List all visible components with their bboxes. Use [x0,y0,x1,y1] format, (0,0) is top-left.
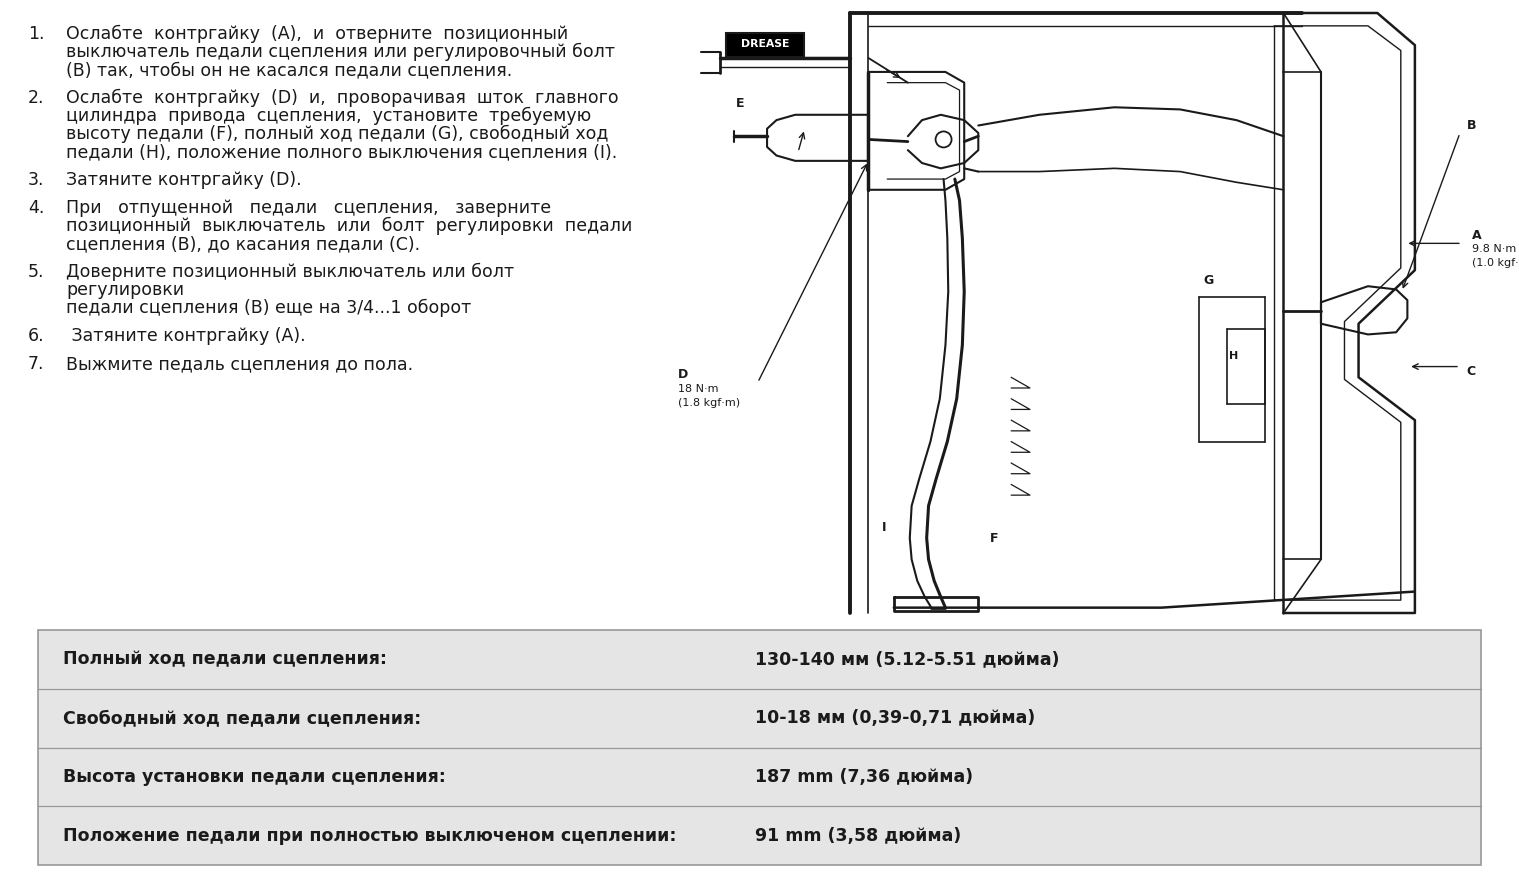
Text: (1.0 kgf·m): (1.0 kgf·m) [1472,259,1519,268]
FancyBboxPatch shape [726,34,804,57]
Text: Затяните контргайку (А).: Затяните контргайку (А). [65,327,305,345]
Text: цилиндра  привода  сцепления,  установите  требуемую: цилиндра привода сцепления, установите т… [65,107,591,125]
Text: высоту педали (F), полный ход педали (G), свободный ход: высоту педали (F), полный ход педали (G)… [65,125,609,143]
Text: 4.: 4. [27,199,44,217]
Text: позиционный  выключатель  или  болт  регулировки  педали: позиционный выключатель или болт регулир… [65,217,632,235]
Text: 2.: 2. [27,89,44,107]
Text: регулировки: регулировки [65,281,184,299]
Text: Затяните контргайку (D).: Затяните контргайку (D). [65,171,302,189]
Text: 187 mm (7,36 дюйма): 187 mm (7,36 дюйма) [755,768,974,786]
Text: I: I [881,521,886,534]
Text: педали сцепления (В) еще на 3/4...1 оборот: педали сцепления (В) еще на 3/4...1 обор… [65,299,471,317]
Text: 9.8 N·m: 9.8 N·m [1472,245,1516,254]
Text: Высота установки педали сцепления:: Высота установки педали сцепления: [62,768,447,786]
Text: 6.: 6. [27,327,44,345]
Text: B: B [1467,119,1476,132]
Text: E: E [735,97,744,110]
Text: 3.: 3. [27,171,44,189]
Text: 7.: 7. [27,355,44,373]
Text: Ослабте  контргайку  (D)  и,  проворачивая  шток  главного: Ослабте контргайку (D) и, проворачивая ш… [65,89,618,107]
Text: Свободный ход педали сцепления:: Свободный ход педали сцепления: [62,709,421,727]
Text: 10-18 мм (0,39-0,71 дюйма): 10-18 мм (0,39-0,71 дюйма) [755,709,1036,727]
Text: (1.8 kgf·m): (1.8 kgf·m) [677,397,740,408]
Text: C: C [1467,366,1476,379]
Text: Доверните позиционный выключатель или болт: Доверните позиционный выключатель или бо… [65,263,513,281]
Text: 130-140 мм (5.12-5.51 дюйма): 130-140 мм (5.12-5.51 дюйма) [755,651,1059,668]
Text: 5.: 5. [27,263,44,281]
Text: 18 N·m: 18 N·m [677,383,718,394]
Text: сцепления (В), до касания педали (С).: сцепления (В), до касания педали (С). [65,235,421,253]
Text: 91 mm (3,58 дюйма): 91 mm (3,58 дюйма) [755,826,962,845]
Text: DREASE: DREASE [741,39,790,49]
Text: (В) так, чтобы он не касался педали сцепления.: (В) так, чтобы он не касался педали сцеп… [65,61,512,79]
Bar [38,630,1481,865]
Text: F: F [990,532,998,545]
Text: Полный ход педали сцепления:: Полный ход педали сцепления: [62,651,387,668]
Text: H: H [1229,351,1238,361]
Bar [38,630,1481,865]
Text: Положение педали при полностью выключеном сцеплении:: Положение педали при полностью выключено… [62,826,676,845]
Text: Ослабте  контргайку  (А),  и  отверните  позиционный: Ослабте контргайку (А), и отверните пози… [65,25,568,43]
Text: При   отпущенной   педали   сцепления,   заверните: При отпущенной педали сцепления, заверни… [65,199,551,217]
Text: Выжмите педаль сцепления до пола.: Выжмите педаль сцепления до пола. [65,355,413,373]
Text: G: G [1203,274,1214,287]
Text: педали (Н), положение полного выключения сцепления (I).: педали (Н), положение полного выключения… [65,143,617,161]
Text: A: A [1472,229,1483,242]
Text: выключатель педали сцепления или регулировочный болт: выключатель педали сцепления или регулир… [65,43,615,61]
Text: 1.: 1. [27,25,44,43]
Text: D: D [677,368,688,381]
